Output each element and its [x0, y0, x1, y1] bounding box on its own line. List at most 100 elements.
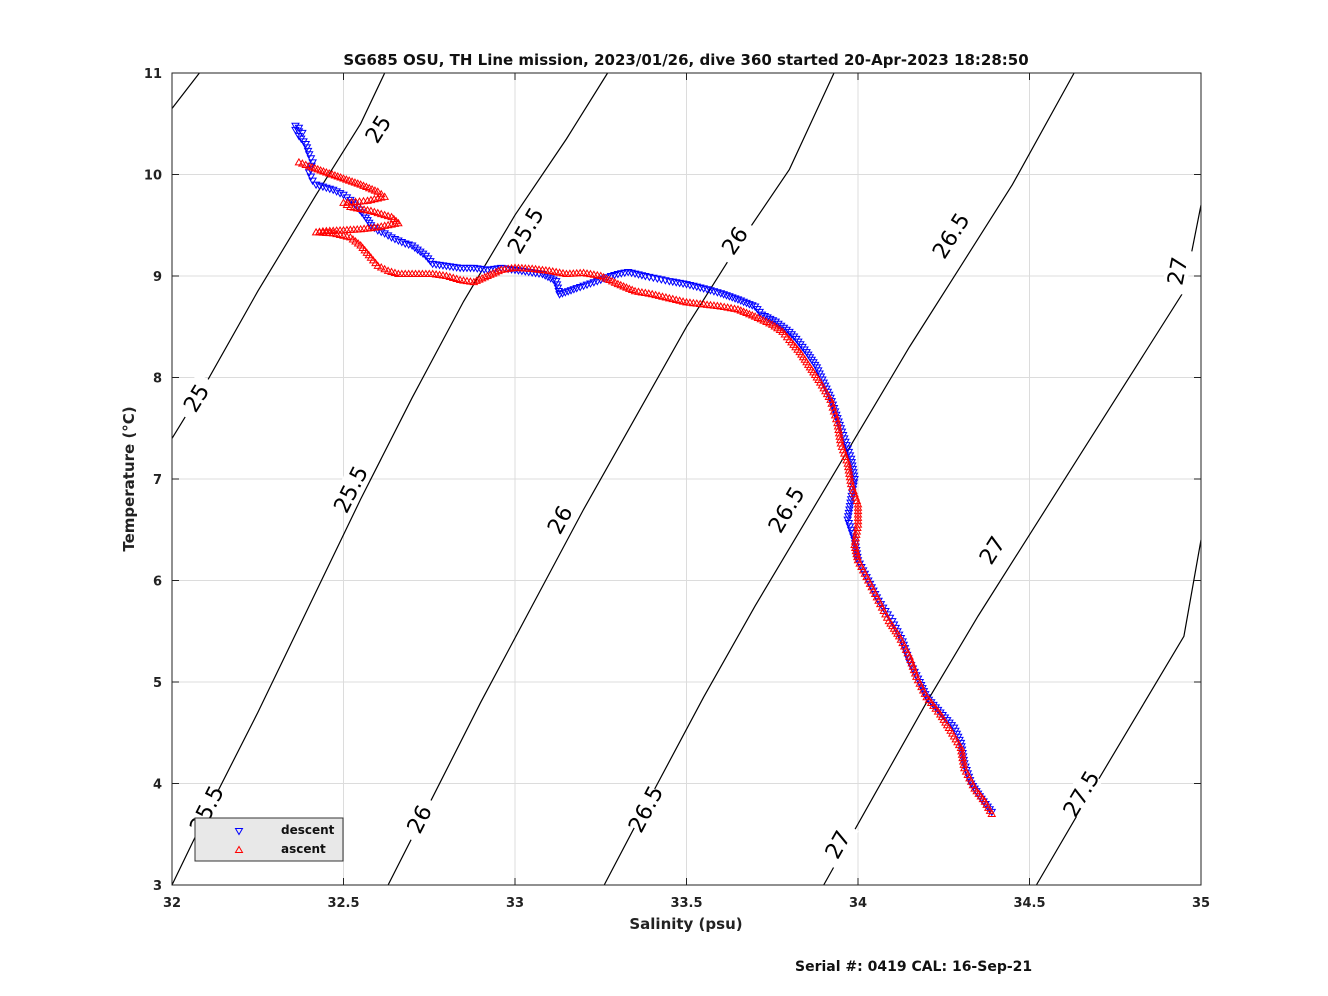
contour-label-bg	[329, 464, 372, 515]
descent-point	[736, 297, 746, 306]
ascent-point	[376, 189, 386, 198]
y-tick-label: 5	[153, 676, 162, 691]
descent-point	[415, 248, 425, 257]
descent-point	[789, 333, 799, 342]
legend-ascent-marker	[234, 845, 244, 853]
grid-lines	[171, 72, 1202, 886]
ascent-point	[958, 757, 968, 765]
density-contour-line	[171, 72, 609, 886]
descent-point	[727, 294, 737, 302]
descent-point	[410, 244, 420, 253]
density-contours	[171, 72, 1202, 886]
contour-label-bg	[398, 793, 440, 845]
contour-label-bg	[712, 215, 757, 266]
ascent-point	[853, 516, 863, 525]
descent-point	[404, 241, 414, 250]
descent-point	[719, 291, 729, 299]
ascent-point	[833, 422, 843, 430]
descent-point	[397, 238, 407, 247]
descent-point	[332, 188, 342, 196]
descent-point	[390, 235, 400, 244]
ascent-point	[959, 760, 969, 768]
ascent-point	[957, 750, 967, 758]
descent-point	[413, 246, 422, 255]
descent-point	[383, 232, 393, 240]
ascent-point	[843, 462, 853, 471]
y-tick-label: 10	[144, 169, 162, 184]
descent-point	[304, 151, 314, 159]
descent-point	[407, 242, 417, 251]
density-contour-labels: 252525.525.525.526262626.526.526.5272727…	[174, 103, 1193, 870]
contour-label: 26.5	[764, 483, 811, 538]
y-tick-label: 7	[153, 473, 162, 488]
descent-point	[776, 322, 786, 331]
descent-point	[291, 126, 300, 135]
ascent-point	[956, 743, 966, 751]
ascent-point	[363, 196, 372, 204]
legend-descent-label: descent	[281, 823, 335, 837]
y-tick-label: 3	[153, 879, 162, 894]
ascent-point	[833, 418, 842, 427]
descent-point	[418, 250, 428, 259]
descent-point	[549, 276, 558, 285]
x-tick-label: 34	[849, 896, 867, 911]
y-tick-label: 8	[153, 372, 162, 387]
descent-point	[325, 185, 335, 194]
descent-point	[716, 290, 726, 298]
chart-title: SG685 OSU, TH Line mission, 2023/01/26, …	[343, 51, 1028, 69]
ascent-point	[852, 549, 861, 558]
descent-point	[306, 155, 316, 163]
y-tick-label: 4	[153, 778, 162, 793]
legend: descent ascent	[194, 817, 344, 862]
ascent-point	[845, 472, 855, 481]
descent-point	[589, 279, 599, 287]
ascent-point	[359, 196, 368, 205]
descent-point	[579, 282, 588, 291]
data-points	[291, 122, 997, 817]
ascent-point	[297, 159, 307, 167]
descent-point	[575, 283, 585, 292]
descent-point	[373, 227, 383, 235]
ascent-point	[843, 459, 853, 467]
descent-point	[706, 287, 715, 295]
descent-point	[572, 285, 582, 293]
y-tick-label: 11	[144, 67, 162, 82]
contour-label-bg	[1059, 768, 1103, 819]
ascent-point	[846, 476, 855, 484]
descent-point	[702, 286, 712, 294]
descent-point	[294, 124, 304, 133]
ascent-point	[835, 432, 845, 440]
ascent-point	[835, 435, 845, 444]
ascent-point	[958, 753, 967, 762]
descent-point	[394, 237, 403, 245]
ascent-point	[342, 200, 352, 208]
ascent-point	[850, 543, 860, 552]
density-contour-line	[171, 72, 200, 109]
descent-point	[774, 320, 783, 329]
descent-point	[321, 184, 331, 193]
descent-point	[785, 328, 794, 337]
ascent-point	[851, 533, 861, 542]
descent-point	[742, 299, 751, 308]
ascent-point	[351, 197, 360, 205]
contour-label-bg	[503, 205, 547, 256]
descent-point	[380, 230, 390, 238]
density-contour-line	[387, 72, 835, 886]
ascent-point	[957, 746, 966, 755]
contour-label-bg	[764, 484, 808, 535]
descent-point	[311, 181, 321, 190]
ascent-point	[339, 198, 348, 206]
ascent-point	[373, 261, 383, 269]
x-tick-label: 32.5	[327, 896, 359, 911]
descent-point	[294, 128, 304, 136]
contour-label-bg	[928, 210, 973, 261]
descent-point	[739, 298, 749, 307]
ascent-point	[853, 520, 863, 528]
descent-point	[306, 173, 316, 182]
descent-point	[712, 289, 722, 297]
ascent-point	[845, 469, 854, 477]
legend-box	[194, 817, 344, 862]
descent-point	[733, 296, 743, 304]
